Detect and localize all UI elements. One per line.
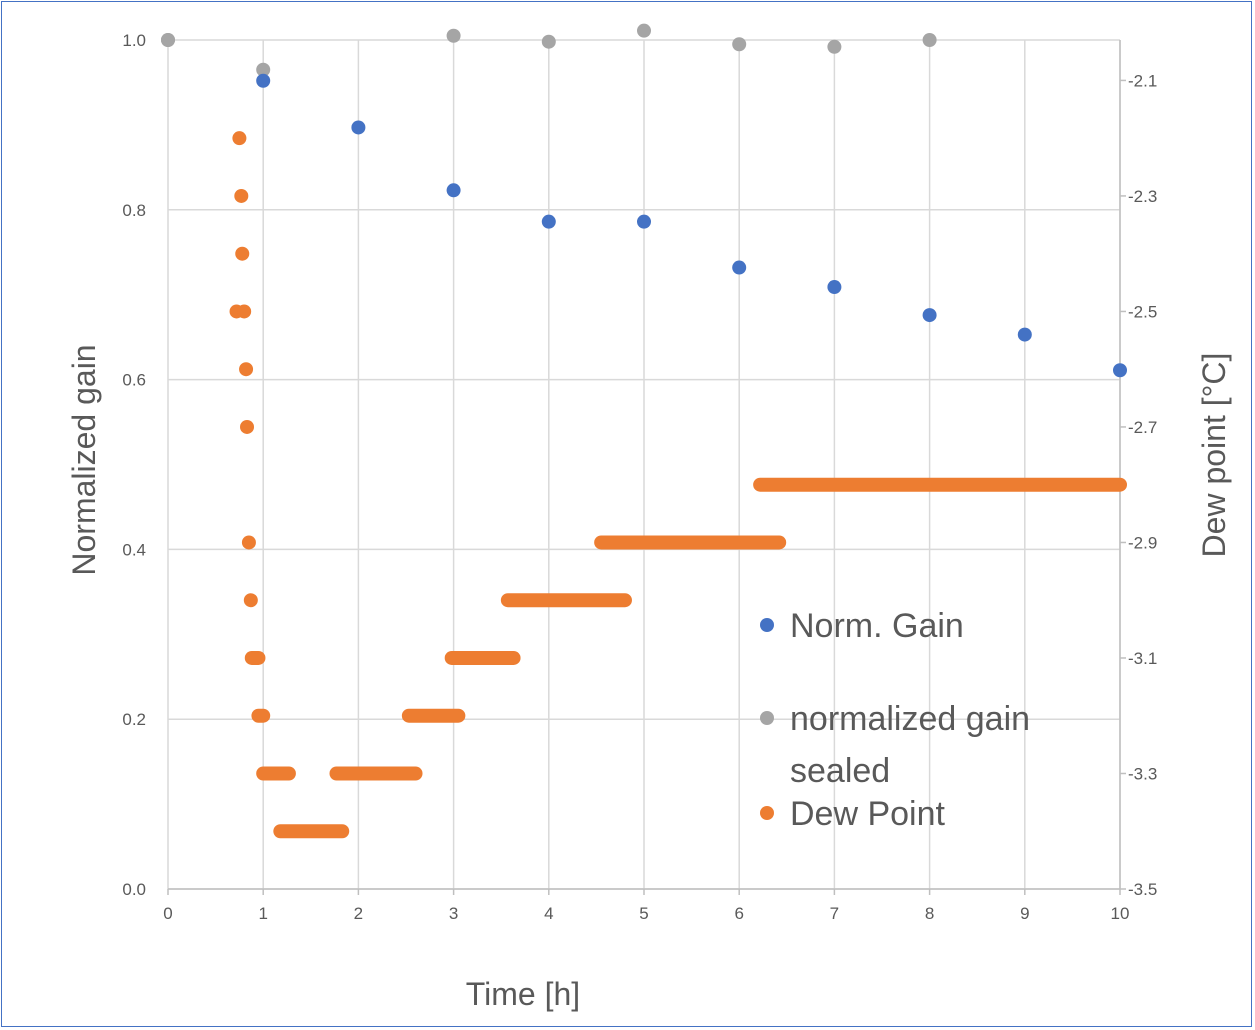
y-tick-label: 0.2 [122, 710, 146, 729]
norm-gain-marker [256, 73, 271, 88]
y-tick-labels: 0.0 0.2 0.4 0.6 0.8 1.0 [122, 31, 146, 899]
norm-gain-marker [541, 214, 556, 229]
sealed-gain-marker [732, 37, 747, 52]
x-tick-label: 5 [639, 904, 648, 923]
norm-gain-marker [351, 120, 366, 135]
x-tick-label: 1 [258, 904, 267, 923]
norm-gain-marker [922, 308, 937, 323]
norm-gain-marker [827, 280, 842, 295]
norm-gain-marker [446, 183, 461, 198]
y-axis-title: Normalized gain [66, 344, 102, 575]
y-tick-label: 0.0 [122, 880, 146, 899]
sealed-gain-marker [256, 62, 271, 77]
y2-tick-label: -2.5 [1128, 302, 1157, 321]
dew-point-marker [243, 593, 258, 608]
y2-axis-title: Dew point [°C] [1196, 353, 1232, 558]
legend-label-sealed-line2: sealed [790, 752, 890, 790]
dew-point-marker [239, 362, 254, 377]
sealed-gain-marker [541, 34, 556, 49]
legend-label-sealed-line1: normalized gain [790, 700, 1030, 738]
y2-tick-labels: -3.5 -3.3 -3.1 -2.9 -2.7 -2.5 -2.3 -2.1 [1128, 71, 1157, 899]
norm-gain-marker [1017, 327, 1032, 342]
x-tick-label: 10 [1111, 904, 1130, 923]
x-tick-label: 7 [830, 904, 839, 923]
x-tick-label: 0 [163, 904, 172, 923]
legend-label-dew-point: Dew Point [790, 795, 946, 833]
sealed-gain-marker [161, 33, 175, 47]
legend-marker-dew-point [760, 806, 774, 820]
norm-gain-marker [637, 214, 651, 229]
data-points [161, 23, 1127, 839]
dew-point-marker [241, 535, 256, 550]
sealed-gain-marker [446, 28, 461, 43]
y2-tick-label: -3.1 [1128, 649, 1157, 668]
x-axis-title: Time [h] [466, 976, 580, 1012]
y-tick-label: 1.0 [122, 31, 146, 50]
y-tick-label: 0.8 [122, 201, 146, 220]
dew-point-marker [235, 246, 250, 261]
dew-point-marker [240, 419, 255, 434]
legend-label-norm-gain: Norm. Gain [790, 607, 964, 645]
y2-tick-label: -3.5 [1128, 880, 1157, 899]
x-tick-label: 2 [354, 904, 363, 923]
dew-point-marker [237, 304, 252, 319]
y2-tick-label: -3.3 [1128, 764, 1157, 783]
grid-lines [167, 39, 1121, 890]
axes [167, 40, 1126, 895]
y2-tick-label: -2.9 [1128, 533, 1157, 552]
y2-tick-label: -2.3 [1128, 187, 1157, 206]
x-tick-label: 8 [925, 904, 934, 923]
x-tick-labels: 0 1 2 3 4 5 6 7 8 9 10 [163, 904, 1129, 923]
y-tick-label: 0.6 [122, 371, 146, 390]
y2-tick-label: -2.1 [1128, 71, 1157, 90]
y2-tick-label: -2.7 [1128, 418, 1157, 437]
legend-marker-sealed [760, 711, 774, 725]
dew-point-marker [232, 131, 247, 146]
dew-point-marker [234, 188, 249, 203]
x-tick-label: 6 [734, 904, 743, 923]
legend-marker-norm-gain [760, 618, 774, 632]
sealed-gain-marker [637, 23, 651, 38]
legend: Norm. Gain normalized gain sealed Dew Po… [760, 607, 1030, 833]
x-tick-label: 9 [1020, 904, 1029, 923]
y-tick-label: 0.4 [122, 540, 146, 559]
norm-gain-marker [732, 260, 747, 275]
x-tick-label: 4 [544, 904, 553, 923]
norm-gain-marker [1113, 363, 1127, 378]
x-tick-label: 3 [449, 904, 458, 923]
sealed-gain-marker [827, 39, 842, 54]
sealed-gain-marker [922, 33, 937, 47]
